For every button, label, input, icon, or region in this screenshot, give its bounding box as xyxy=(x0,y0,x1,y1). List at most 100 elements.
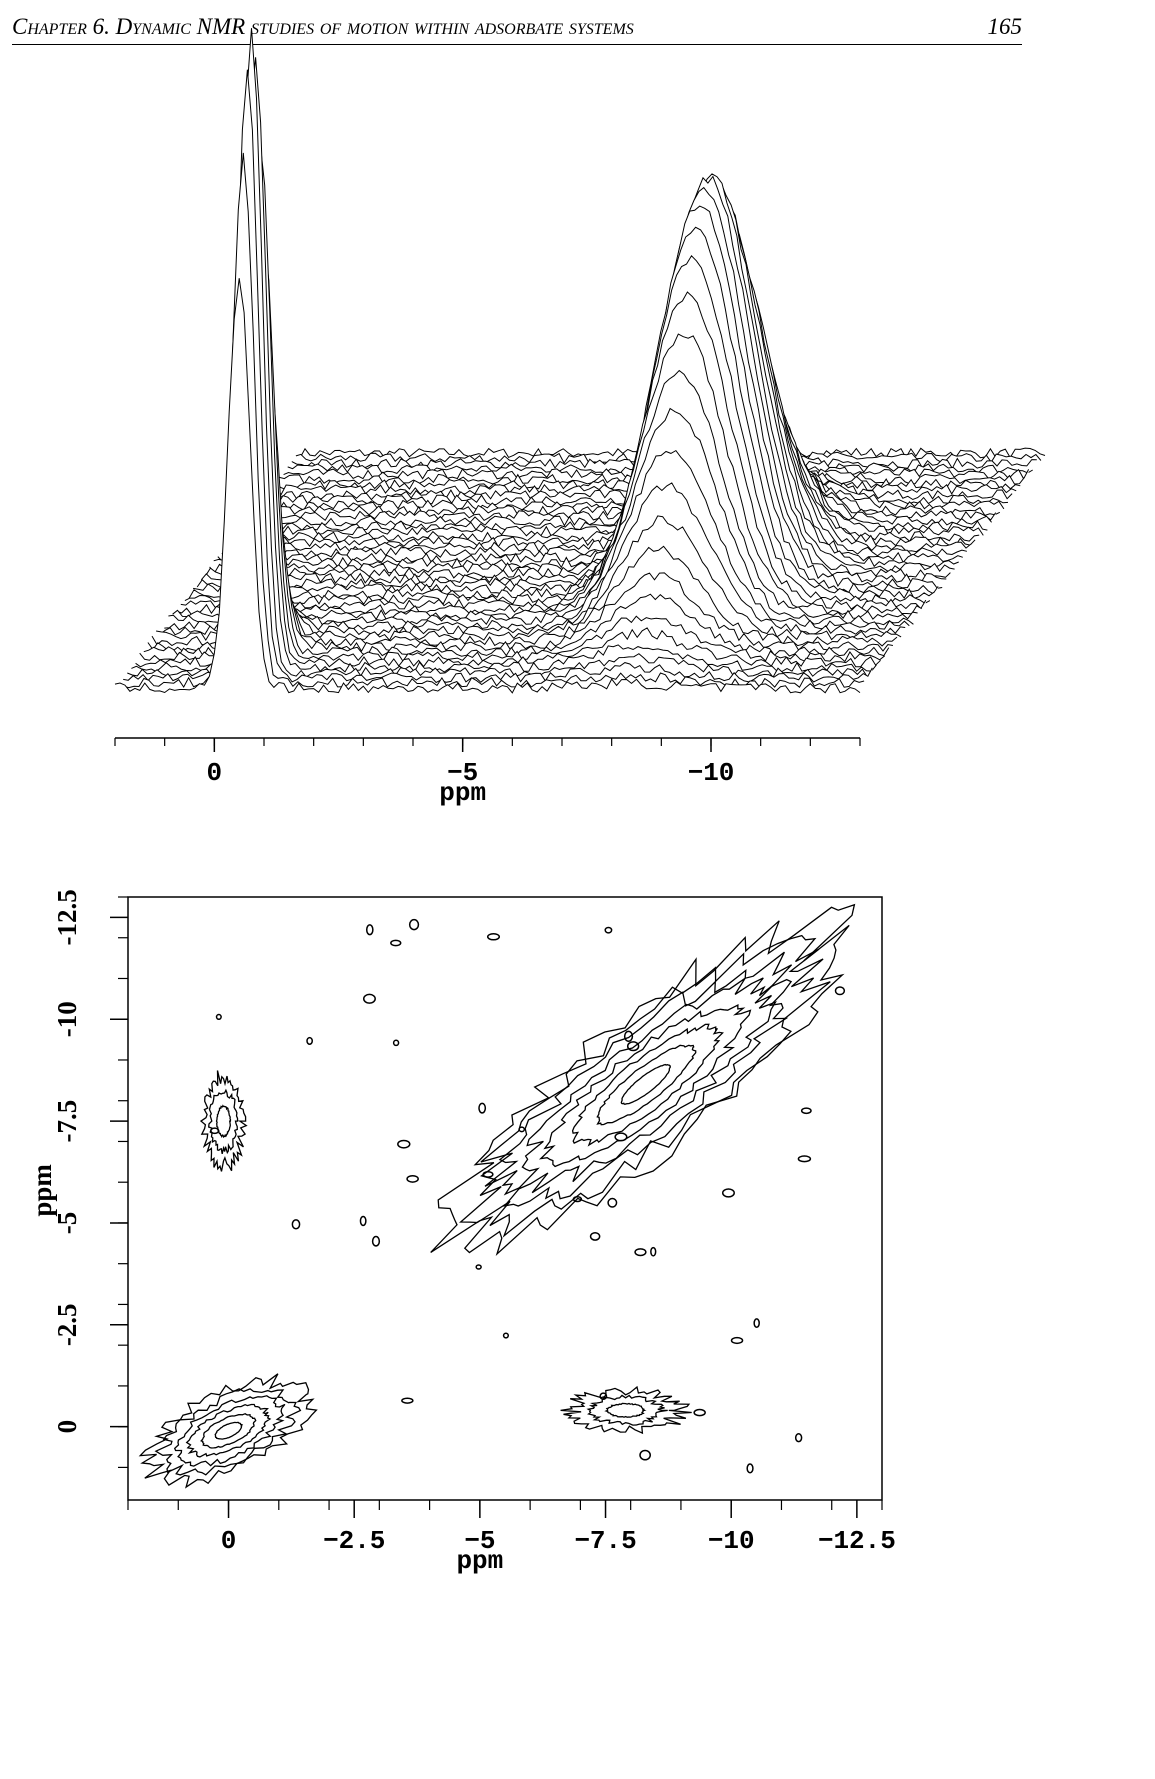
x-axis-label: ppm xyxy=(439,778,486,808)
spectrum-trace xyxy=(196,186,943,590)
y-tick-label: 0 xyxy=(52,1420,82,1434)
noise-contour xyxy=(291,1219,301,1230)
x-tick-label: −7.5 xyxy=(574,1526,636,1556)
contour-line xyxy=(517,977,777,1194)
spectrum-trace xyxy=(242,381,988,532)
x-tick-label: 0 xyxy=(207,758,223,788)
contour-line xyxy=(604,1402,647,1418)
x-tick-label: −12.5 xyxy=(818,1526,896,1556)
noise-contour xyxy=(359,1215,367,1227)
spectrum-trace xyxy=(114,278,861,694)
contour-line xyxy=(185,1403,272,1458)
contour-line xyxy=(200,1412,257,1449)
spectrum-trace xyxy=(193,205,939,595)
contour-line xyxy=(571,1023,724,1147)
y-tick-label: -12.5 xyxy=(52,889,82,945)
noise-contour xyxy=(650,1246,657,1257)
plot-frame xyxy=(127,896,883,1501)
noise-contour xyxy=(486,932,501,941)
noise-contour xyxy=(614,1132,628,1142)
spectrum-trace xyxy=(229,295,976,548)
noise-contour xyxy=(406,1174,419,1183)
contour-line xyxy=(484,951,793,1207)
noise-contour xyxy=(797,1155,812,1163)
x-tick-label: −5 xyxy=(464,1526,495,1556)
noise-contour xyxy=(397,1139,411,1149)
spectrum-trace xyxy=(209,179,955,574)
noise-contour xyxy=(365,924,374,936)
contour-line xyxy=(214,1421,244,1440)
noise-contour xyxy=(794,1432,803,1443)
x-tick-label: −10 xyxy=(708,1526,755,1556)
contour-line xyxy=(154,1388,302,1476)
noise-contour xyxy=(572,1195,583,1203)
stacked-plot: 0 −5 −10 ppm xyxy=(114,28,1046,808)
noise-contour xyxy=(639,1449,652,1461)
spectrum-trace xyxy=(233,324,980,543)
x-tick-label: −10 xyxy=(688,758,735,788)
noise-contour xyxy=(607,1197,618,1208)
contour-plot: 0 −2.5 −5 −7.5 −10 −12.5 0 -2.5 -5 -7.5 -10 -12.5 pp… xyxy=(27,889,896,1576)
spectrum-trace xyxy=(123,69,869,684)
noise-contour xyxy=(753,1318,760,1329)
contour-line xyxy=(586,1394,668,1426)
contour-line xyxy=(560,1385,692,1435)
spectrum-trace xyxy=(127,28,873,679)
contour-line xyxy=(199,1070,248,1172)
x-axis-label: ppm xyxy=(456,1546,503,1576)
noise-contour xyxy=(306,1036,314,1045)
noise-contour xyxy=(746,1463,754,1474)
y-axis-label: ppm xyxy=(27,1164,57,1217)
noise-contour xyxy=(371,1235,381,1247)
noise-contour xyxy=(408,918,420,931)
contour-line xyxy=(215,1104,232,1139)
contour-line xyxy=(173,1395,286,1467)
noise-contour xyxy=(478,1102,487,1114)
noise-contour xyxy=(482,1170,494,1178)
spectrum-trace xyxy=(180,291,927,610)
contour-line xyxy=(620,1063,671,1105)
contour-line xyxy=(596,1044,697,1126)
noise-contour xyxy=(604,926,613,934)
running-header: Chapter 6. Dynamic NMR studies of motion… xyxy=(12,14,1022,45)
noise-contour xyxy=(210,1127,220,1135)
chapter-title: Chapter 6. Dynamic NMR studies of motion… xyxy=(12,14,634,39)
noise-contour xyxy=(599,1392,608,1401)
spectrum-trace xyxy=(300,447,1045,461)
noise-contour xyxy=(589,1231,601,1241)
noise-contour xyxy=(362,993,376,1004)
x-tick-label: −5 xyxy=(447,758,478,788)
contour-line xyxy=(538,1004,752,1168)
noise-contour xyxy=(800,1107,812,1115)
x-tick-label: −2.5 xyxy=(323,1526,385,1556)
spectrum-trace xyxy=(131,57,877,673)
spectrum-trace xyxy=(204,173,951,579)
page-number: 165 xyxy=(987,14,1023,39)
noise-contour xyxy=(693,1408,706,1417)
contour-line xyxy=(458,934,831,1238)
spectrum-trace xyxy=(200,175,947,584)
y-tick-label: -5 xyxy=(52,1212,82,1235)
noise-contour xyxy=(634,1248,647,1257)
noise-contour xyxy=(502,1332,510,1339)
contour-line xyxy=(430,903,856,1257)
noise-contour xyxy=(834,986,846,996)
noise-contour xyxy=(392,1039,400,1047)
spectrum-trace xyxy=(172,369,918,621)
y-tick-label: -10 xyxy=(52,1001,82,1037)
noise-contour xyxy=(475,1264,482,1270)
contour-line xyxy=(208,1088,239,1155)
x-tick-label: 0 xyxy=(221,1526,237,1556)
noise-contour xyxy=(730,1336,744,1345)
y-tick-label: -2.5 xyxy=(52,1303,82,1346)
noise-contour xyxy=(401,1397,414,1404)
noise-contour xyxy=(721,1188,735,1198)
noise-contour xyxy=(626,1041,640,1052)
spectrum-trace xyxy=(184,254,931,605)
y-tick-label: -7.5 xyxy=(52,1100,82,1143)
noise-contour xyxy=(215,1013,222,1021)
noise-contour xyxy=(518,1126,526,1133)
noise-contour xyxy=(623,1030,634,1043)
